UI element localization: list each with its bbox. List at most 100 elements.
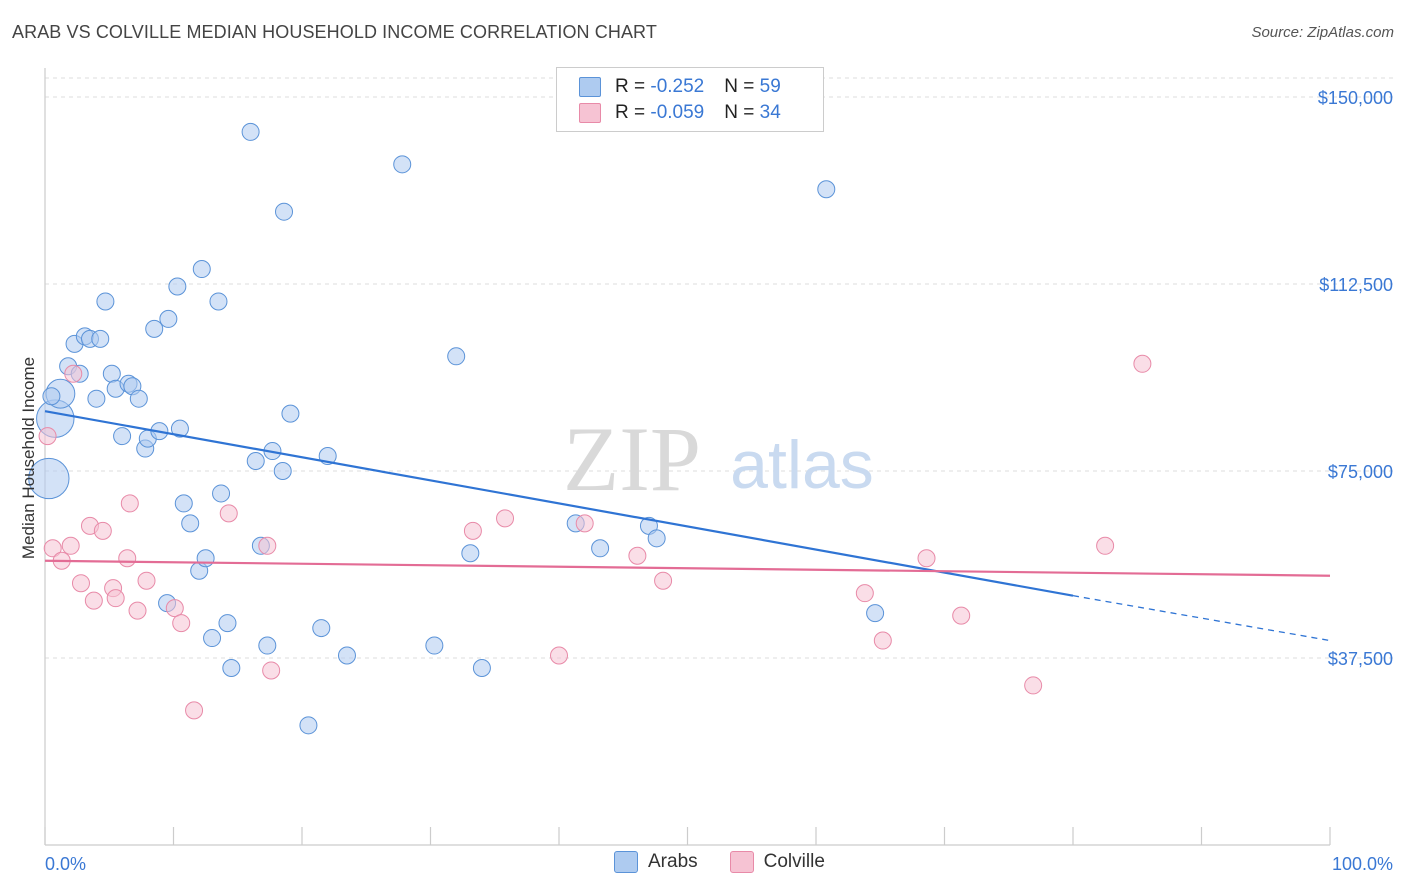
- arabs-legend-label: Arabs: [648, 851, 698, 872]
- stats-legend: R = -0.252 N = 59 R = -0.059 N = 34: [556, 67, 824, 132]
- arabs-point: [192, 260, 211, 279]
- arabs-trendline-extension: [1072, 595, 1331, 642]
- colville-point: [43, 539, 62, 558]
- legend-r-label: R =: [615, 76, 651, 97]
- arabs-point: [246, 452, 265, 471]
- y-tick-label: $37,500: [1328, 649, 1393, 669]
- colville-trendline: [44, 559, 1331, 577]
- arabs-point: [273, 462, 292, 480]
- y-tick-label: $75,000: [1328, 462, 1393, 482]
- watermark-atlas: atlas: [730, 427, 874, 503]
- arabs-trendline: [44, 410, 1074, 597]
- arabs-point: [275, 202, 294, 221]
- legend-row-colville: R = -0.059 N = 34: [579, 100, 781, 126]
- colville-point: [84, 591, 103, 610]
- legend-n-value: 34: [759, 102, 781, 123]
- arabs-point: [102, 364, 121, 383]
- arabs-point: [281, 404, 300, 423]
- colville-point: [106, 589, 125, 608]
- arabs-point: [241, 122, 260, 141]
- arabs-point: [209, 292, 228, 311]
- colville-point: [855, 584, 874, 603]
- arabs-point: [174, 494, 193, 513]
- arabs-point: [866, 604, 885, 623]
- colville-point: [952, 606, 971, 625]
- arabs-point: [337, 646, 356, 665]
- colville-point: [93, 521, 112, 540]
- legend-r-label: R =: [615, 102, 651, 123]
- y-tick-label: $150,000: [1318, 88, 1393, 108]
- colville-point: [654, 571, 673, 590]
- colville-point: [128, 601, 147, 620]
- colville-point: [628, 546, 647, 565]
- arabs-point: [91, 329, 110, 348]
- colville-point: [262, 661, 281, 680]
- colville-point: [172, 614, 191, 633]
- arabs-point: [258, 636, 277, 655]
- arabs-point: [28, 457, 70, 500]
- colville-point: [165, 599, 184, 618]
- ticks-layer: $37,500 $75,000 $112,500 $150,000 0.0% 100.0%: [45, 88, 1393, 874]
- colville-point: [1024, 676, 1043, 695]
- colville-point: [38, 427, 57, 446]
- arabs-point: [129, 389, 148, 408]
- colville-point: [219, 504, 238, 523]
- colville-point: [185, 701, 204, 720]
- arabs-point: [159, 309, 178, 328]
- y-tick-label: $112,500: [1319, 275, 1393, 295]
- arabs-point: [222, 658, 241, 677]
- arabs-point: [393, 155, 412, 174]
- arabs-point: [299, 716, 318, 735]
- arabs-point: [168, 277, 187, 296]
- legend-n-value: 59: [759, 76, 781, 97]
- legend-item-arabs: Arabs: [614, 851, 698, 873]
- colville-point: [463, 521, 482, 540]
- trend-layer: [44, 410, 1331, 642]
- arabs-point: [181, 514, 200, 533]
- arabs-point: [312, 619, 331, 638]
- legend-n-label: N =: [724, 102, 760, 123]
- colville-point: [258, 536, 277, 555]
- arabs-point: [472, 658, 491, 677]
- colville-point: [64, 364, 83, 383]
- arabs-point: [591, 539, 610, 558]
- x-tick-label: 0.0%: [45, 854, 86, 874]
- chart-title: ARAB VS COLVILLE MEDIAN HOUSEHOLD INCOME…: [12, 22, 657, 42]
- arabs-point: [42, 387, 61, 406]
- arabs-legend-swatch: [614, 851, 638, 873]
- colville-point: [917, 549, 936, 568]
- colville-point: [71, 574, 90, 593]
- colville-point: [1096, 536, 1115, 555]
- arabs-point: [647, 529, 666, 548]
- arabs-point: [203, 629, 222, 648]
- colville-point: [137, 571, 156, 590]
- colville-swatch: [579, 103, 601, 123]
- colville-point: [496, 509, 515, 528]
- arabs-point: [817, 180, 836, 199]
- colville-point: [118, 549, 137, 568]
- colville-legend-swatch: [729, 851, 754, 873]
- arabs-point: [461, 544, 480, 563]
- watermark-zip: ZIP: [563, 408, 701, 510]
- arabs-point: [218, 614, 237, 633]
- grid-layer: [45, 77, 1395, 659]
- axes-layer: [44, 68, 1331, 846]
- colville-point: [61, 536, 80, 555]
- arabs-point: [170, 419, 189, 438]
- colville-point: [575, 514, 594, 533]
- legend-n-label: N =: [724, 76, 760, 97]
- colville-point: [120, 494, 139, 513]
- arabs-swatch: [579, 77, 601, 97]
- arabs-point: [145, 319, 164, 338]
- source-label: Source: ZipAtlas.com: [1251, 24, 1394, 41]
- colville-legend-label: Colville: [763, 851, 825, 872]
- legend-r-value: -0.059: [650, 102, 705, 123]
- arabs-point: [113, 427, 132, 446]
- colville-point: [550, 646, 568, 665]
- points-layer: [28, 122, 1152, 735]
- arabs-point: [447, 347, 466, 366]
- arabs-point: [96, 292, 115, 311]
- legend-item-colville: Colville: [729, 851, 825, 873]
- colville-point: [1133, 354, 1152, 373]
